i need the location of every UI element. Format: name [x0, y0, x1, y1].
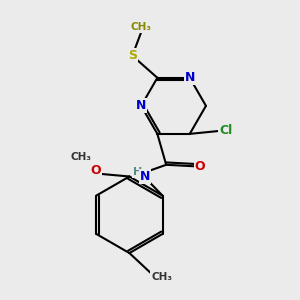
Text: O: O — [90, 164, 101, 177]
Text: CH₃: CH₃ — [151, 272, 172, 282]
Text: CH₃: CH₃ — [70, 152, 91, 162]
Text: S: S — [128, 49, 137, 62]
Text: N: N — [140, 170, 150, 183]
Text: O: O — [195, 160, 206, 173]
Text: H: H — [133, 167, 142, 177]
Text: CH₃: CH₃ — [131, 22, 152, 32]
Text: N: N — [136, 99, 146, 112]
Text: N: N — [184, 71, 195, 84]
Text: Cl: Cl — [219, 124, 232, 137]
